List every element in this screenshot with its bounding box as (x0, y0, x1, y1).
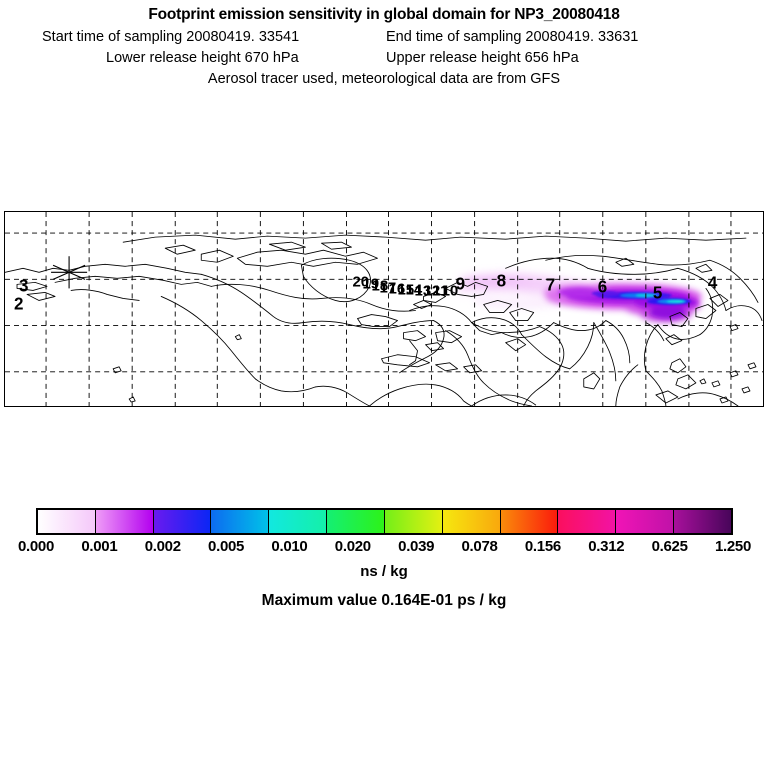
colorbar-gradient-strip (36, 508, 733, 535)
colorbar-tick-10: 0.625 (651, 538, 688, 555)
age-label-12: 12 (424, 282, 441, 299)
colorbar-segment-0 (38, 510, 96, 533)
age-label-17: 17 (379, 279, 396, 296)
age-label-7: 7 (546, 275, 555, 294)
age-label-9: 9 (456, 274, 465, 293)
age-label-15: 15 (398, 281, 415, 298)
colorbar-tick-0: 0.000 (17, 538, 55, 555)
age-label-10: 10 (442, 282, 459, 299)
colorbar-tick-7: 0.078 (461, 538, 498, 555)
start-time-label: Start time of sampling 20080419. 33541 (42, 29, 300, 45)
tracer-note-label: Aerosol tracer used, meteorological data… (207, 71, 561, 87)
map-canvas: 3 2 20 19 18 17 16 15 14 13 12 11 10 9 8 7 6 5 4 (5, 212, 763, 406)
colorbar-tick-labels: 0.000 0.001 0.002 0.005 0.010 0.020 0.039 0.078… (0, 538, 768, 558)
map-gridlines (5, 212, 763, 406)
colorbar-tick-8: 0.156 (524, 538, 561, 555)
colorbar-segment-8 (500, 510, 559, 533)
colorbar-tick-6: 0.039 (398, 538, 435, 555)
plume-cyan-maxima (619, 293, 687, 304)
age-label-3: 3 (19, 276, 28, 295)
end-time-label: End time of sampling 20080419. 33631 (386, 29, 639, 45)
world-coastlines (5, 234, 763, 406)
age-label-14: 14 (406, 281, 423, 298)
colorbar-unit-label: ns / kg (360, 563, 408, 580)
colorbar-tick-9: 0.312 (588, 538, 625, 555)
age-label-20: 20 (352, 273, 369, 290)
colorbar-tick-1: 0.001 (81, 538, 118, 555)
release-height-row: Lower release height 670 hPa Upper relea… (0, 50, 768, 66)
colorbar-segment-10 (616, 510, 675, 533)
colorbar-segment-2 (153, 510, 212, 533)
release-point-star (51, 256, 88, 289)
colorbar-tick-3: 0.005 (208, 538, 245, 555)
colorbar-tick-11: 1.250 (714, 538, 752, 555)
age-label-4: 4 (708, 273, 718, 292)
colorbar-tick-2: 0.002 (144, 538, 181, 555)
plot-header: Footprint emission sensitivity in global… (0, 0, 768, 87)
page-title: Footprint emission sensitivity in global… (148, 6, 620, 23)
colorbar-segment-11 (674, 510, 731, 533)
lower-release-height-label: Lower release height 670 hPa (106, 50, 299, 66)
colorbar-segment-9 (558, 510, 617, 533)
age-label-2: 2 (14, 294, 23, 313)
colorbar (36, 508, 733, 535)
age-label-8: 8 (497, 271, 506, 290)
colorbar-segment-1 (95, 510, 154, 533)
age-label-13: 13 (415, 282, 432, 299)
age-label-19: 19 (362, 275, 379, 292)
age-label-5: 5 (653, 283, 662, 302)
colorbar-segment-3 (211, 510, 270, 533)
upper-release-height-label: Upper release height 656 hPa (386, 50, 579, 66)
maximum-value-label: Maximum value 0.164E-01 ps / kg (261, 592, 507, 609)
colorbar-segment-4 (269, 510, 328, 533)
age-label-6: 6 (598, 277, 607, 296)
colorbar-segment-6 (384, 510, 443, 533)
age-label-16: 16 (389, 280, 406, 297)
colorbar-tick-4: 0.010 (271, 538, 308, 555)
colorbar-segment-5 (327, 510, 385, 533)
map-panel: 3 2 20 19 18 17 16 15 14 13 12 11 10 9 8 7 6 5 4 (4, 211, 764, 407)
colorbar-segment-7 (442, 510, 501, 533)
age-label-11: 11 (433, 282, 449, 299)
plume-footprint-layer (457, 273, 702, 323)
age-label-18: 18 (371, 277, 388, 294)
colorbar-tick-5: 0.020 (334, 538, 371, 555)
sampling-time-row: Start time of sampling 20080419. 33541 E… (0, 29, 768, 45)
